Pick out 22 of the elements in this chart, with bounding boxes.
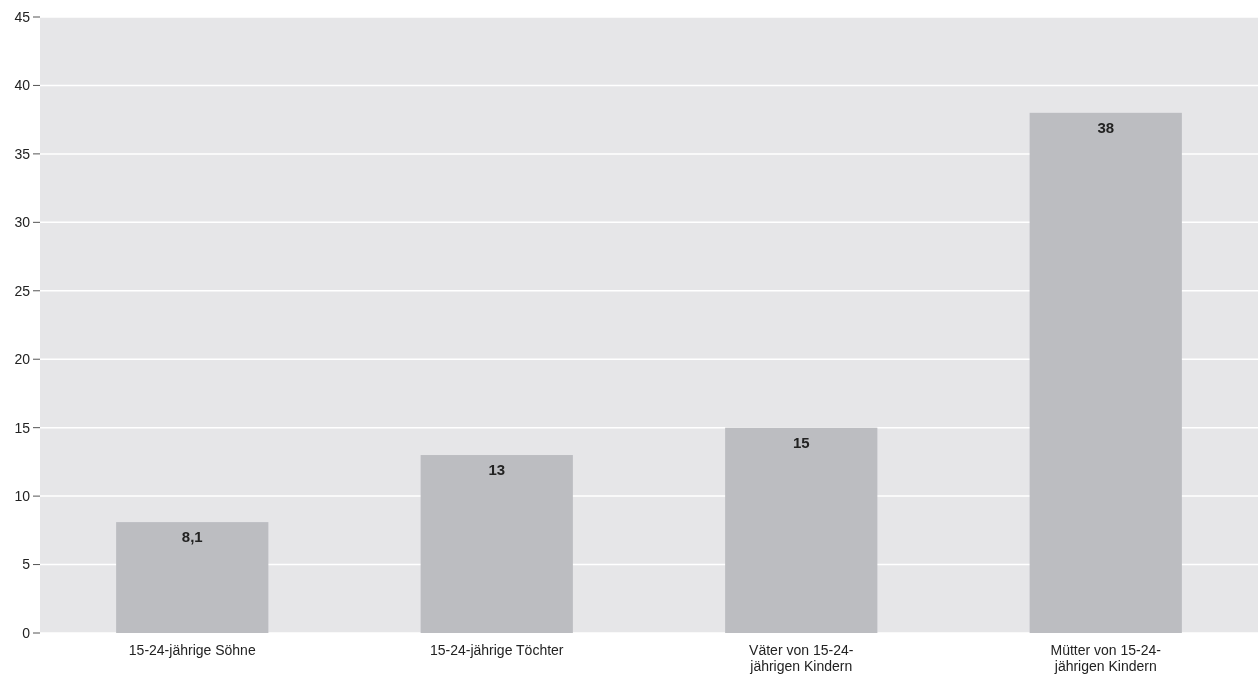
- y-tick-label: 35: [14, 145, 31, 162]
- y-tick-label: 40: [14, 77, 31, 94]
- x-tick-label: 15-24-jährige Töchter: [429, 642, 564, 658]
- y-tick-label: 25: [14, 282, 31, 299]
- y-tick-label: 20: [14, 351, 31, 368]
- bar: [420, 455, 573, 633]
- bar: [1029, 112, 1182, 633]
- data-label: 8,1: [181, 528, 203, 546]
- x-tick-label: Mütter von 15-24-jährigen Kindern: [1050, 642, 1162, 674]
- x-tick-label: 15-24-jährige Söhne: [128, 642, 256, 658]
- x-tick-label: Väter von 15-24-jährigen Kindern: [749, 642, 854, 674]
- y-tick-label: 5: [22, 556, 31, 573]
- y-tick-label: 45: [14, 8, 31, 25]
- data-label: 13: [488, 461, 506, 479]
- y-tick-label: 15: [14, 419, 31, 436]
- data-label: 38: [1097, 118, 1115, 136]
- y-tick-label: 10: [14, 488, 31, 505]
- y-tick-label: 30: [14, 214, 31, 231]
- data-label: 15: [792, 433, 810, 451]
- y-tick-label: 0: [22, 624, 31, 641]
- bar: [116, 522, 269, 633]
- bar: [725, 427, 878, 633]
